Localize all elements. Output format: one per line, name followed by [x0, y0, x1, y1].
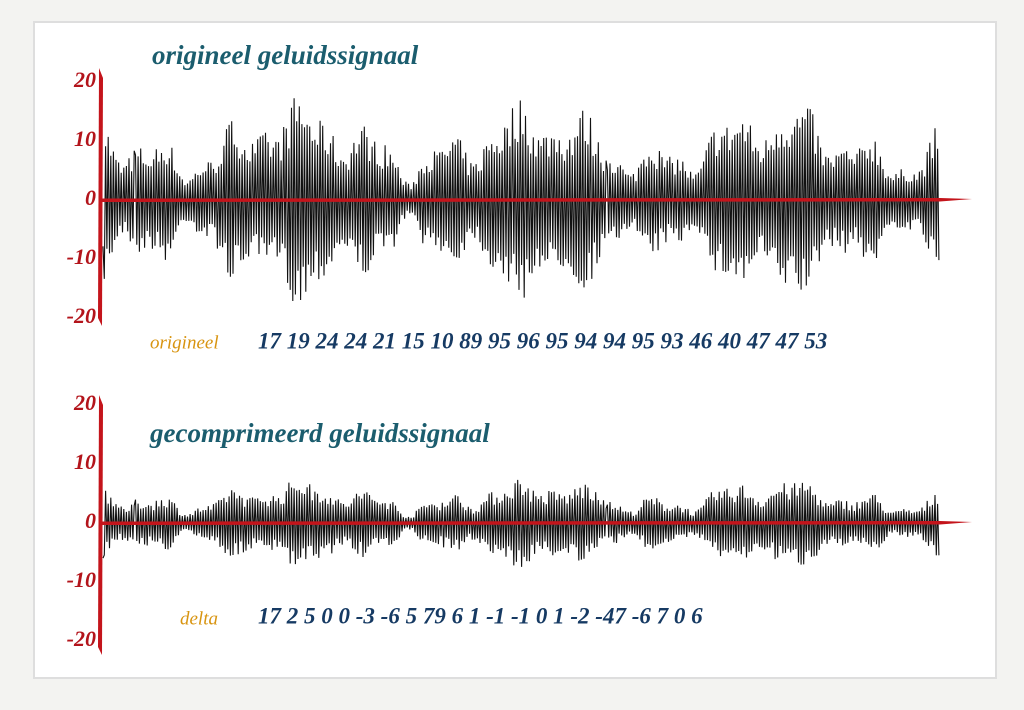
card [33, 21, 997, 679]
panel-title: gecomprimeerd geluidssignaal [149, 418, 490, 448]
y-tick-label: 10 [74, 126, 96, 151]
y-tick-label: -10 [67, 244, 96, 269]
y-tick-label: -20 [67, 626, 96, 651]
x-axis [100, 521, 972, 525]
x-axis [100, 198, 972, 202]
sequence-label: origineel [150, 332, 219, 353]
y-tick-label: 0 [85, 508, 96, 533]
y-axis [98, 395, 103, 655]
y-tick-label: 20 [73, 390, 96, 415]
y-tick-label: -20 [67, 303, 96, 328]
waveform [102, 479, 940, 567]
y-tick-label: 0 [85, 185, 96, 210]
y-tick-label: 20 [73, 67, 96, 92]
y-tick-label: -10 [67, 567, 96, 592]
y-axis [98, 68, 103, 326]
sequence: 17 2 5 0 0 -3 -6 5 79 6 1 -1 -1 0 1 -2 -… [258, 603, 703, 628]
sequence-label: delta [180, 608, 218, 629]
panel-title: origineel geluidssignaal [152, 40, 419, 70]
panel: gecomprimeerd geluidssignaal delta 17 2 … [67, 390, 972, 655]
panel: origineel geluidssignaal origineel 17 19… [67, 40, 972, 353]
y-tick-label: 10 [74, 449, 96, 474]
waveform [102, 98, 940, 302]
sequence: 17 19 24 24 21 15 10 89 95 96 95 94 94 9… [258, 328, 827, 353]
